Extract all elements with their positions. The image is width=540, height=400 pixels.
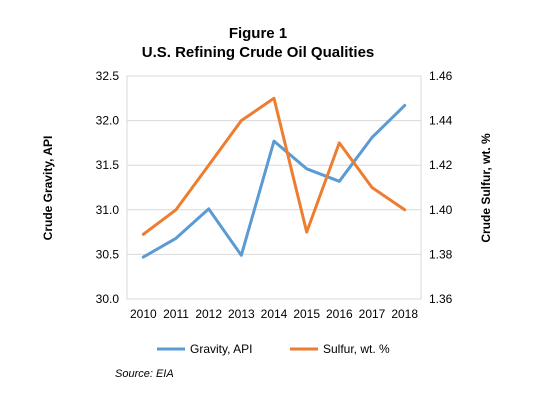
series-lines bbox=[141, 96, 407, 259]
x-axis-ticks: 2010 2011 2012 2013 2014 2015 2016 2017 2018 bbox=[130, 307, 418, 321]
x-tick-label: 2016 bbox=[326, 307, 353, 321]
x-tick-label: 2013 bbox=[228, 307, 255, 321]
left-tick-label: 31.5 bbox=[96, 158, 120, 172]
right-axis-label: Crude Sulfur, wt. % bbox=[479, 133, 493, 243]
legend-label-sulfur: Sulfur, wt. % bbox=[323, 342, 390, 356]
left-tick-label: 31.0 bbox=[96, 203, 120, 217]
x-tick-label: 2018 bbox=[391, 307, 418, 321]
x-tick-label: 2011 bbox=[163, 307, 189, 321]
right-axis-ticks: 1.36 1.38 1.40 1.42 1.44 1.46 bbox=[429, 69, 453, 306]
right-tick-label: 1.46 bbox=[429, 69, 453, 83]
left-axis-ticks: 30.0 30.5 31.0 31.5 32.0 32.5 bbox=[96, 69, 120, 306]
left-axis-label: Crude Gravity, API bbox=[41, 136, 55, 241]
right-tick-label: 1.44 bbox=[429, 114, 453, 128]
left-tick-label: 32.0 bbox=[96, 114, 120, 128]
x-tick-label: 2010 bbox=[130, 307, 157, 321]
source-note: Source: EIA bbox=[115, 368, 174, 380]
x-tick-label: 2014 bbox=[261, 307, 288, 321]
plot-area-border bbox=[126, 75, 422, 300]
right-tick-label: 1.38 bbox=[429, 247, 453, 261]
x-tick-label: 2012 bbox=[195, 307, 222, 321]
legend-label-gravity: Gravity, API bbox=[190, 342, 252, 356]
left-tick-label: 30.5 bbox=[96, 247, 120, 261]
series-line-gravity bbox=[141, 103, 407, 259]
series-line-sulfur bbox=[141, 96, 407, 236]
legend: Gravity, API Sulfur, wt. % bbox=[157, 342, 390, 356]
x-tick-label: 2015 bbox=[293, 307, 320, 321]
chart-title: Figure 1 bbox=[229, 25, 287, 42]
chart-subtitle: U.S. Refining Crude Oil Qualities bbox=[142, 44, 375, 61]
gridlines bbox=[127, 75, 421, 300]
right-tick-label: 1.36 bbox=[429, 292, 453, 306]
left-tick-label: 30.0 bbox=[96, 292, 120, 306]
right-tick-label: 1.40 bbox=[429, 203, 453, 217]
left-tick-label: 32.5 bbox=[96, 69, 120, 83]
x-tick-label: 2017 bbox=[359, 307, 386, 321]
right-tick-label: 1.42 bbox=[429, 158, 453, 172]
